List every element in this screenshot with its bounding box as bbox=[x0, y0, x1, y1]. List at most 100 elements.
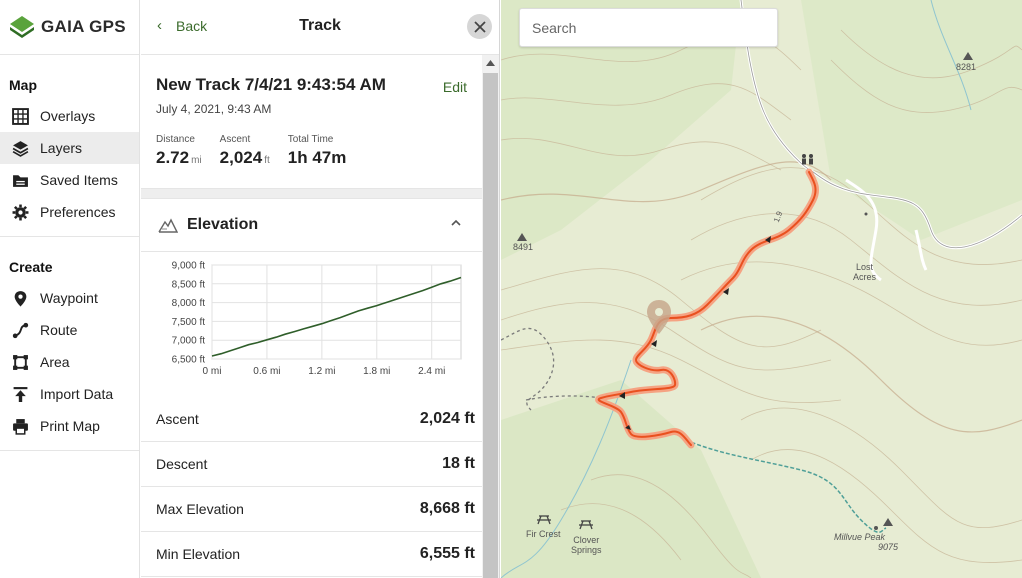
chart-x-tick-label: 2.4 mi bbox=[418, 366, 445, 377]
grid-icon bbox=[11, 107, 29, 125]
pin-icon bbox=[11, 289, 29, 307]
chart-x-tick-label: 1.8 mi bbox=[363, 366, 390, 377]
detail-row-descent: Descent 18 ft bbox=[141, 442, 483, 487]
detail-label: Min Elevation bbox=[156, 546, 241, 562]
stat-ascent: Ascent 2,024 ft bbox=[220, 134, 270, 168]
nav-item-saved-items[interactable]: Saved Items bbox=[0, 164, 139, 196]
detail-label: Descent bbox=[156, 456, 208, 472]
detail-value: 8,668 ft bbox=[419, 500, 475, 517]
map-section: Map Overlays Layers Saved Items bbox=[0, 55, 139, 237]
nav-item-label: Area bbox=[40, 354, 70, 370]
layers-icon bbox=[11, 139, 29, 157]
chart-x-tick-label: 0 mi bbox=[203, 366, 222, 377]
panel-scrollbar[interactable] bbox=[482, 55, 499, 578]
panel-title: Track bbox=[299, 17, 341, 34]
track-details: Ascent 2,024 ft Descent 18 ft Max Elevat… bbox=[141, 397, 483, 577]
detail-label: Ascent bbox=[156, 411, 199, 427]
folder-icon bbox=[11, 171, 29, 189]
chevron-up-icon[interactable] bbox=[449, 216, 463, 230]
brand-name: GAIA GPS bbox=[41, 17, 126, 36]
back-button[interactable]: ‹ Back bbox=[157, 17, 207, 34]
chart-x-tick-label: 0.6 mi bbox=[253, 366, 280, 377]
nav-item-area[interactable]: Area bbox=[0, 346, 139, 378]
stat-label: Distance bbox=[156, 134, 195, 145]
map-label-peak-8491: 8491 bbox=[513, 242, 534, 252]
scrollbar-thumb[interactable] bbox=[483, 73, 498, 578]
detail-value: 2,024 ft bbox=[419, 410, 475, 427]
back-label: Back bbox=[176, 17, 208, 34]
nav-item-overlays[interactable]: Overlays bbox=[0, 100, 139, 132]
elevation-title: Elevation bbox=[187, 216, 259, 233]
close-button[interactable] bbox=[467, 14, 492, 39]
stat-label: Total Time bbox=[287, 134, 334, 145]
map-label-millvue-peak: Millvue Peak bbox=[834, 532, 886, 542]
brand-logo[interactable]: GAIA GPS bbox=[0, 0, 139, 55]
elevation-chart-svg: 9,000 ft 8,500 ft 8,000 ft 7,500 ft 7,000 ft… bbox=[172, 261, 462, 377]
nav-item-print-map[interactable]: Print Map bbox=[0, 410, 139, 442]
map-view[interactable]: 8281 8491 Lost Acres Fir Crest Clover Sp… bbox=[501, 0, 1022, 578]
nav-item-import-data[interactable]: Import Data bbox=[0, 378, 139, 410]
map-search-input[interactable] bbox=[519, 8, 778, 47]
nav-item-preferences[interactable]: Preferences bbox=[0, 196, 139, 228]
stat-unit: mi bbox=[191, 155, 202, 166]
elevation-header[interactable]: Elevation bbox=[141, 199, 483, 252]
track-panel: ‹ Back Track New Track 7/4/21 9:43:54 AM… bbox=[141, 0, 500, 578]
stat-number: 2,024 bbox=[219, 148, 263, 167]
chevron-left-icon: ‹ bbox=[157, 17, 162, 34]
track-name: New Track 7/4/21 9:43:54 AM bbox=[156, 75, 386, 94]
elevation-chart[interactable]: 9,000 ft 8,500 ft 8,000 ft 7,500 ft 7,000 ft… bbox=[141, 252, 483, 397]
stat-unit: ft bbox=[264, 155, 270, 166]
nav-item-label: Route bbox=[40, 322, 78, 338]
panel-header: ‹ Back Track bbox=[141, 0, 499, 55]
detail-row-ascent: Ascent 2,024 ft bbox=[141, 397, 483, 442]
track-stats: Distance 2.72 mi Ascent 2,024 ft Total Tim… bbox=[156, 134, 468, 168]
gear-icon bbox=[11, 203, 29, 221]
elevation-series-line bbox=[211, 276, 462, 357]
nav-item-label: Preferences bbox=[40, 204, 116, 220]
close-icon bbox=[473, 20, 486, 33]
map-label-lost-acres: Lost Acres bbox=[853, 262, 877, 282]
map-label-millvue-elevation: 9075 bbox=[878, 542, 899, 552]
nav-item-label: Layers bbox=[40, 140, 83, 156]
chart-y-tick-label: 8,500 ft bbox=[172, 279, 206, 290]
chart-y-tick-label: 9,000 ft bbox=[172, 261, 206, 272]
scroll-up-arrow-icon[interactable] bbox=[482, 55, 499, 71]
stat-value: 2,024 ft bbox=[220, 148, 270, 168]
mountain-icon bbox=[158, 218, 178, 233]
create-heading: Create bbox=[9, 259, 53, 275]
chart-y-tick-label: 8,000 ft bbox=[172, 298, 206, 309]
detail-row-min-elevation: Min Elevation 6,555 ft bbox=[141, 532, 483, 577]
nav-item-layers[interactable]: Layers bbox=[0, 132, 139, 164]
gaia-logo-icon bbox=[10, 16, 34, 38]
chart-y-tick-label: 6,500 ft bbox=[172, 355, 206, 366]
nav-item-label: Overlays bbox=[40, 108, 96, 124]
panel-scroll-area[interactable]: New Track 7/4/21 9:43:54 AM July 4, 2021… bbox=[141, 55, 483, 578]
section-divider bbox=[141, 188, 483, 199]
detail-row-max-elevation: Max Elevation 8,668 ft bbox=[141, 487, 483, 532]
stat-label: Ascent bbox=[219, 134, 251, 145]
edit-button[interactable]: Edit bbox=[442, 79, 467, 95]
detail-label: Max Elevation bbox=[156, 501, 244, 517]
stat-number: 1h 47m bbox=[287, 148, 347, 167]
stat-value: 1h 47m bbox=[288, 148, 347, 168]
topo-map[interactable] bbox=[501, 0, 1022, 578]
create-section: Create Waypoint Route Area bbox=[0, 237, 139, 451]
map-label-clover-springs: Clover Springs bbox=[571, 535, 602, 555]
chart-y-tick-label: 7,000 ft bbox=[172, 336, 206, 347]
nav-item-waypoint[interactable]: Waypoint bbox=[0, 282, 139, 314]
stat-number: 2.72 bbox=[156, 148, 190, 167]
stat-total-time: Total Time 1h 47m bbox=[288, 134, 347, 168]
stat-distance: Distance 2.72 mi bbox=[156, 134, 202, 168]
route-icon bbox=[11, 321, 29, 339]
map-label-fir-crest: Fir Crest bbox=[526, 529, 561, 539]
stat-value: 2.72 mi bbox=[156, 148, 202, 168]
nav-item-label: Waypoint bbox=[40, 290, 98, 306]
chart-x-tick-label: 1.2 mi bbox=[308, 366, 335, 377]
track-start-pin-icon bbox=[647, 300, 671, 334]
nav-item-label: Saved Items bbox=[40, 172, 118, 188]
nav-item-label: Import Data bbox=[40, 386, 114, 402]
track-date: July 4, 2021, 9:43 AM bbox=[156, 102, 272, 116]
nav-item-route[interactable]: Route bbox=[0, 314, 139, 346]
track-summary: New Track 7/4/21 9:43:54 AM July 4, 2021… bbox=[141, 55, 483, 188]
